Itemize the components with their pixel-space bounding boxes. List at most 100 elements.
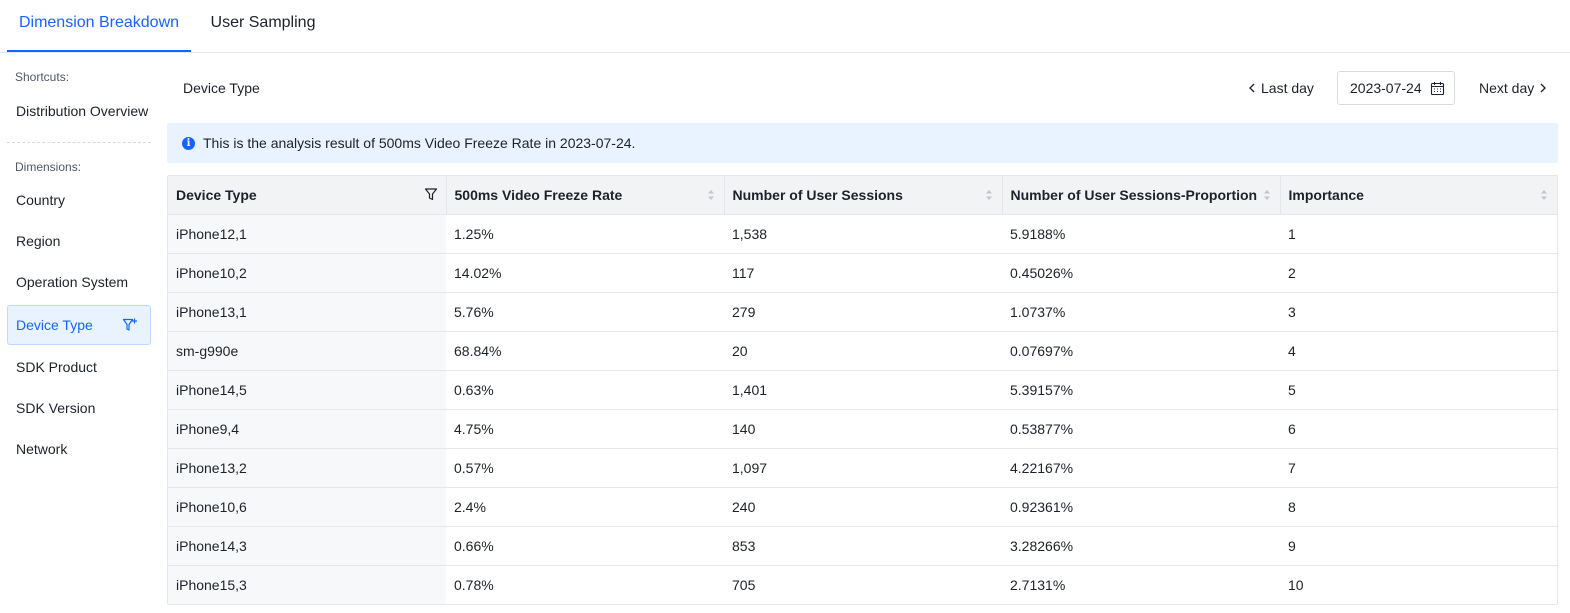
section-title: Device Type	[183, 80, 260, 96]
cell-sessions-proportion: 0.92361%	[1002, 486, 1280, 526]
cell-device-type: iPhone10,2	[168, 252, 446, 292]
table-row[interactable]: iPhone10,2 14.02% 117 0.45026% 2	[168, 252, 1557, 292]
cell-importance: 8	[1280, 486, 1557, 526]
sort-icon[interactable]	[1263, 189, 1271, 201]
column-header-device-type[interactable]: Device Type	[168, 176, 447, 214]
cell-user-sessions: 853	[724, 525, 1002, 565]
cell-device-type: iPhone14,5	[168, 369, 446, 409]
cell-user-sessions: 240	[724, 486, 1002, 526]
table-row[interactable]: iPhone9,4 4.75% 140 0.53877% 6	[168, 408, 1557, 448]
chevron-left-icon	[1249, 83, 1255, 93]
cell-user-sessions: 279	[724, 291, 1002, 331]
date-picker[interactable]: 2023-07-24	[1337, 71, 1455, 105]
cell-importance: 4	[1280, 330, 1557, 370]
table-row[interactable]: iPhone10,6 2.4% 240 0.92361% 8	[168, 486, 1557, 526]
table-row[interactable]: iPhone15,3 0.78% 705 2.7131% 10	[168, 564, 1557, 604]
sidebar-item-region[interactable]: Region	[16, 233, 61, 249]
cell-device-type: iPhone14,3	[168, 525, 446, 565]
sidebar-item-operation-system[interactable]: Operation System	[16, 274, 129, 290]
cell-sessions-proportion: 0.07697%	[1002, 330, 1280, 370]
info-icon: i	[182, 136, 195, 150]
cell-freeze-rate: 0.57%	[446, 447, 724, 487]
tab-bar: Dimension Breakdown User Sampling	[0, 0, 1570, 53]
cell-device-type: iPhone13,2	[168, 447, 446, 487]
table-row[interactable]: iPhone13,2 0.57% 1,097 4.22167% 7	[168, 447, 1557, 487]
last-day-button[interactable]: Last day	[1247, 72, 1314, 104]
cell-device-type: iPhone10,6	[168, 486, 446, 526]
shortcuts-label: Shortcuts:	[15, 70, 70, 84]
cell-freeze-rate: 1.25%	[446, 213, 724, 253]
filter-plus-icon[interactable]	[122, 317, 138, 333]
table-header-row: Device Type 500ms Video Freeze Rate Numb…	[168, 176, 1557, 214]
table-row[interactable]: iPhone13,1 5.76% 279 1.0737% 3	[168, 291, 1557, 331]
cell-importance: 2	[1280, 252, 1557, 292]
cell-device-type: iPhone15,3	[168, 564, 446, 604]
cell-importance: 1	[1280, 213, 1557, 253]
cell-sessions-proportion: 4.22167%	[1002, 447, 1280, 487]
column-header-label: Number of User Sessions-Proportion	[1010, 186, 1258, 203]
date-value: 2023-07-24	[1350, 80, 1422, 96]
sidebar: Shortcuts: Distribution Overview Dimensi…	[0, 53, 160, 613]
cell-freeze-rate: 2.4%	[446, 486, 724, 526]
cell-sessions-proportion: 0.45026%	[1002, 252, 1280, 292]
sort-icon[interactable]	[707, 189, 715, 201]
cell-freeze-rate: 5.76%	[446, 291, 724, 331]
cell-device-type: iPhone13,1	[168, 291, 446, 331]
table-row[interactable]: sm-g990e 68.84% 20 0.07697% 4	[168, 330, 1557, 370]
cell-user-sessions: 20	[724, 330, 1002, 370]
cell-freeze-rate: 0.78%	[446, 564, 724, 604]
tab-dimension-breakdown[interactable]: Dimension Breakdown	[18, 14, 180, 31]
cell-importance: 5	[1280, 369, 1557, 409]
results-table: Device Type 500ms Video Freeze Rate Numb…	[167, 175, 1558, 605]
cell-user-sessions: 1,401	[724, 369, 1002, 409]
column-header-sessions-proportion[interactable]: Number of User Sessions-Proportion	[1002, 176, 1281, 214]
cell-freeze-rate: 0.63%	[446, 369, 724, 409]
table-row[interactable]: iPhone14,3 0.66% 853 3.28266% 9	[168, 525, 1557, 565]
cell-user-sessions: 1,097	[724, 447, 1002, 487]
column-header-importance[interactable]: Importance	[1280, 176, 1557, 214]
cell-freeze-rate: 14.02%	[446, 252, 724, 292]
next-day-label: Next day	[1479, 80, 1535, 96]
cell-freeze-rate: 4.75%	[446, 408, 724, 448]
dimensions-label: Dimensions:	[15, 160, 82, 174]
cell-sessions-proportion: 1.0737%	[1002, 291, 1280, 331]
cell-user-sessions: 705	[724, 564, 1002, 604]
next-day-button[interactable]: Next day	[1479, 72, 1548, 104]
table-row[interactable]: iPhone12,1 1.25% 1,538 5.9188% 1	[168, 213, 1557, 253]
sidebar-divider	[7, 142, 151, 143]
sort-icon[interactable]	[1540, 189, 1548, 201]
last-day-label: Last day	[1261, 80, 1314, 96]
cell-importance: 10	[1280, 564, 1557, 604]
cell-sessions-proportion: 5.9188%	[1002, 213, 1280, 253]
cell-sessions-proportion: 5.39157%	[1002, 369, 1280, 409]
cell-device-type: iPhone12,1	[168, 213, 446, 253]
sidebar-item-network[interactable]: Network	[16, 441, 68, 457]
sidebar-item-sdk-product[interactable]: SDK Product	[16, 359, 97, 375]
cell-sessions-proportion: 2.7131%	[1002, 564, 1280, 604]
column-header-label: Device Type	[176, 186, 257, 203]
cell-sessions-proportion: 0.53877%	[1002, 408, 1280, 448]
info-alert: i This is the analysis result of 500ms V…	[167, 123, 1558, 163]
sidebar-item-sdk-version[interactable]: SDK Version	[16, 400, 96, 416]
sidebar-item-country[interactable]: Country	[16, 192, 66, 208]
column-header-freeze-rate[interactable]: 500ms Video Freeze Rate	[446, 176, 725, 214]
filter-icon[interactable]	[424, 187, 438, 201]
table-row[interactable]: iPhone14,5 0.63% 1,401 5.39157% 5	[168, 369, 1557, 409]
sort-icon[interactable]	[985, 189, 993, 201]
calendar-icon	[1430, 82, 1445, 96]
sidebar-item-device-type[interactable]: Device Type	[7, 305, 151, 345]
cell-user-sessions: 1,538	[724, 213, 1002, 253]
cell-importance: 9	[1280, 525, 1557, 565]
column-header-label: 500ms Video Freeze Rate	[454, 186, 623, 203]
chevron-right-icon	[1540, 83, 1547, 93]
cell-freeze-rate: 0.66%	[446, 525, 724, 565]
cell-sessions-proportion: 3.28266%	[1002, 525, 1280, 565]
sidebar-item-distribution-overview[interactable]: Distribution Overview	[16, 103, 149, 119]
cell-importance: 3	[1280, 291, 1557, 331]
tab-user-sampling[interactable]: User Sampling	[210, 14, 316, 31]
column-header-user-sessions[interactable]: Number of User Sessions	[724, 176, 1003, 214]
sidebar-item-label: Device Type	[16, 317, 93, 333]
cell-freeze-rate: 68.84%	[446, 330, 724, 370]
cell-user-sessions: 140	[724, 408, 1002, 448]
cell-user-sessions: 117	[724, 252, 1002, 292]
